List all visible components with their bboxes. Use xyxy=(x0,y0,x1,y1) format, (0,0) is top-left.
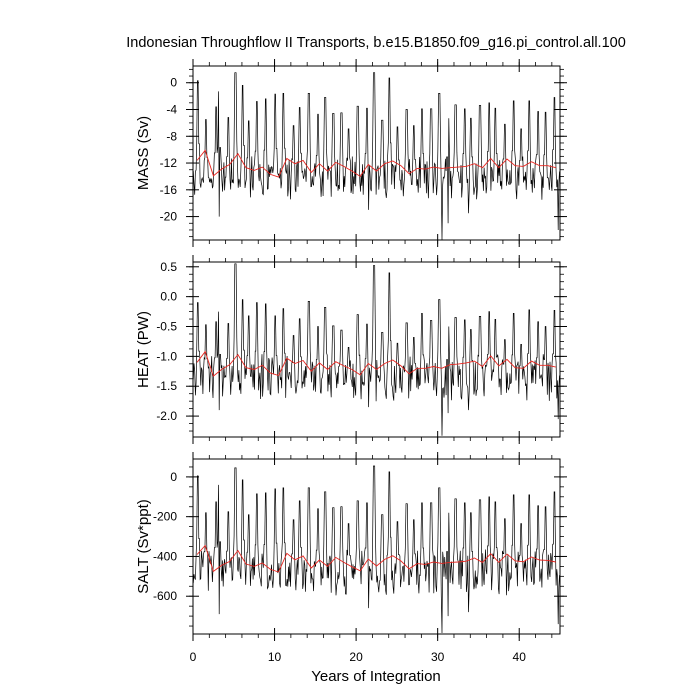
y-tick-label: 0.0 xyxy=(160,290,177,304)
x-tick-label: 40 xyxy=(513,650,527,664)
x-tick-label: 10 xyxy=(268,650,282,664)
monthly-series-line xyxy=(193,263,560,436)
plot-frame xyxy=(192,65,561,241)
y-axis-title: HEAT (PW) xyxy=(135,311,152,388)
y-tick-label: -200 xyxy=(153,510,177,524)
y-tick-label: -1.0 xyxy=(156,349,177,363)
x-tick-label: 30 xyxy=(431,650,445,664)
panel-1: 0 -4 -8 -12 -16 -20 MASS (Sv) xyxy=(135,59,567,247)
y-tick-label: 0 xyxy=(170,470,177,484)
chart-title: Indonesian Throughflow II Transports, b.… xyxy=(126,35,626,51)
y-tick-label: -2.0 xyxy=(156,409,177,423)
y-tick-label: -400 xyxy=(153,549,177,563)
monthly-series-line xyxy=(193,465,560,634)
y-tick-label: 0.5 xyxy=(160,260,177,274)
y-tick-label: -12 xyxy=(160,156,178,170)
panels: 0 -4 -8 -12 -16 -20 MASS (Sv) 0.5 0.0 -0.5 -1.0 -1.… xyxy=(135,59,567,664)
panel-2: 0.5 0.0 -0.5 -1.0 -1.5 -2.0 HEAT (PW) xyxy=(135,255,567,444)
y-tick-label: -0.5 xyxy=(156,320,177,334)
x-tick-label: 0 xyxy=(190,650,197,664)
y-tick-label: -600 xyxy=(153,589,177,603)
y-tick-label: -4 xyxy=(166,103,177,117)
plot-frame xyxy=(192,261,561,438)
annual-mean-line xyxy=(196,350,556,377)
x-tick-label: 20 xyxy=(349,650,363,664)
y-tick-label: -1.5 xyxy=(156,379,177,393)
y-tick-label: 0 xyxy=(170,76,177,90)
y-tick-label: -8 xyxy=(166,129,177,143)
monthly-series-line xyxy=(193,72,560,240)
x-axis-title: Years of Integration xyxy=(311,668,441,685)
y-axis-title: MASS (Sv) xyxy=(135,116,152,190)
annual-mean-line xyxy=(196,149,557,178)
y-tick-label: -20 xyxy=(160,210,178,224)
y-axis-title: SALT (Sv*ppt) xyxy=(135,499,152,593)
annual-mean-line xyxy=(196,544,556,573)
y-tick-label: -16 xyxy=(160,183,178,197)
